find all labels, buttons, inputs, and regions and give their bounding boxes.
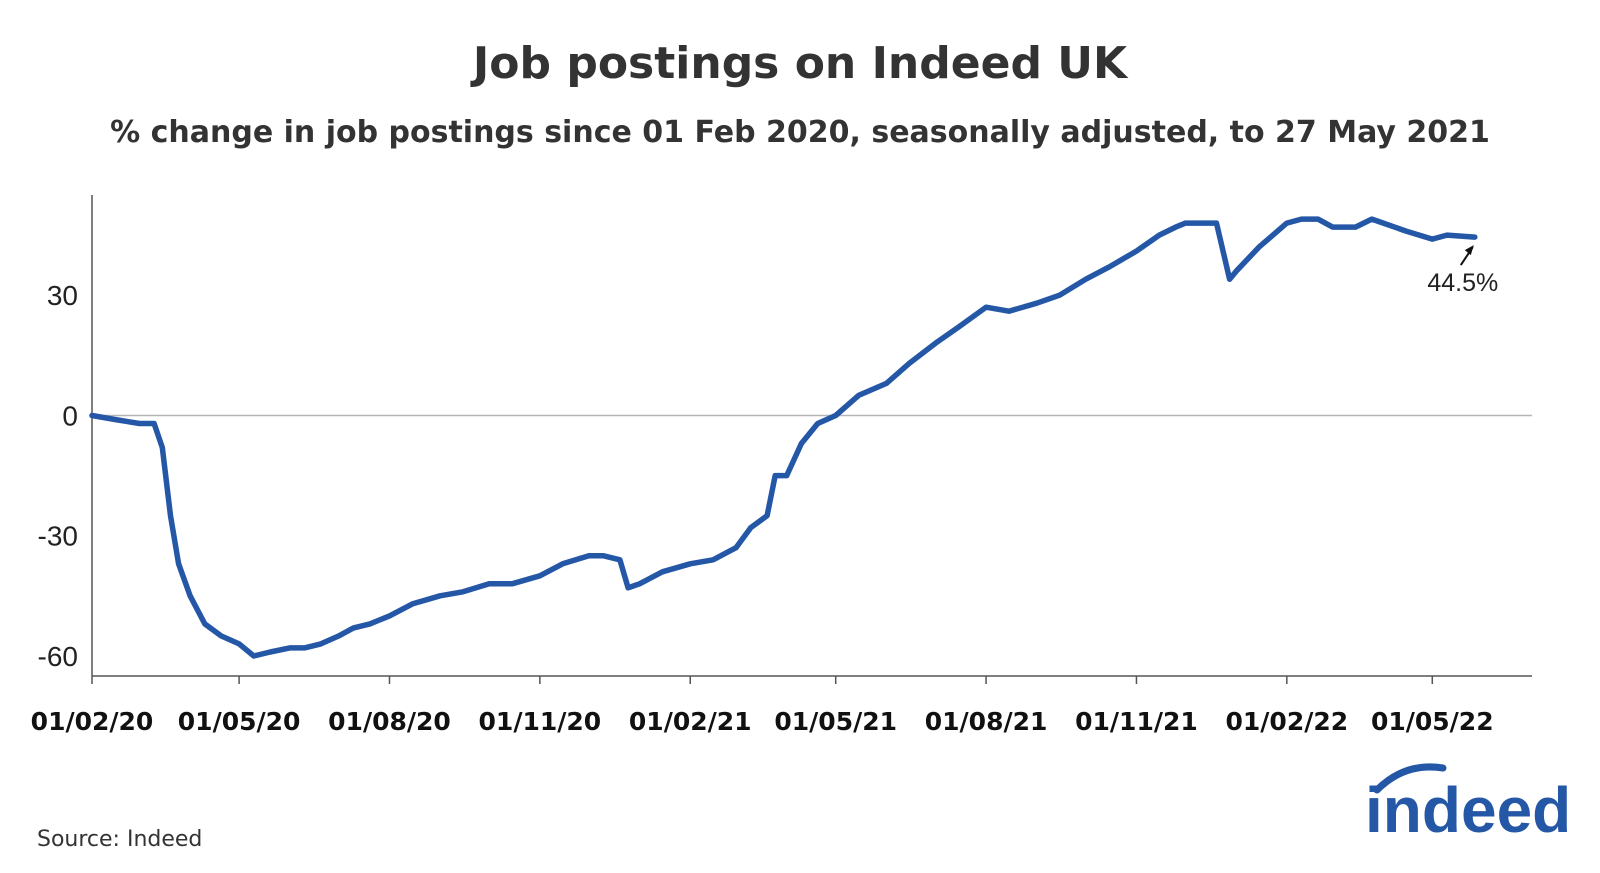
x-tick-label: 01/05/22 [1371,707,1494,736]
y-tick-label: 30 [47,280,78,311]
x-tick-label: 01/08/21 [925,707,1048,736]
indeed-logo: indeed [1365,763,1570,840]
y-tick-label: 0 [62,400,78,431]
annotation-arrowhead [1464,245,1474,256]
source-text: Source: Indeed [37,827,203,852]
series-line [89,216,1478,659]
x-tick-label: 01/02/21 [629,707,752,736]
x-tick-label: 01/05/20 [178,707,301,736]
svg-text:indeed: indeed [1365,774,1570,840]
x-tick-label: 01/02/22 [1226,707,1349,736]
y-tick-label: -60 [38,641,78,672]
x-tick-label: 01/11/20 [479,707,602,736]
chart-title: Job postings on Indeed UK [472,38,1128,89]
chart-subtitle: % change in job postings since 01 Feb 20… [110,115,1490,150]
x-tick-label: 01/02/20 [31,707,154,736]
y-tick-label: -30 [38,521,78,552]
x-tick-label: 01/05/21 [774,707,897,736]
annotation-label: 44.5% [1427,269,1498,297]
x-tick-label: 01/11/21 [1075,707,1198,736]
x-tick-label: 01/08/20 [328,707,451,736]
